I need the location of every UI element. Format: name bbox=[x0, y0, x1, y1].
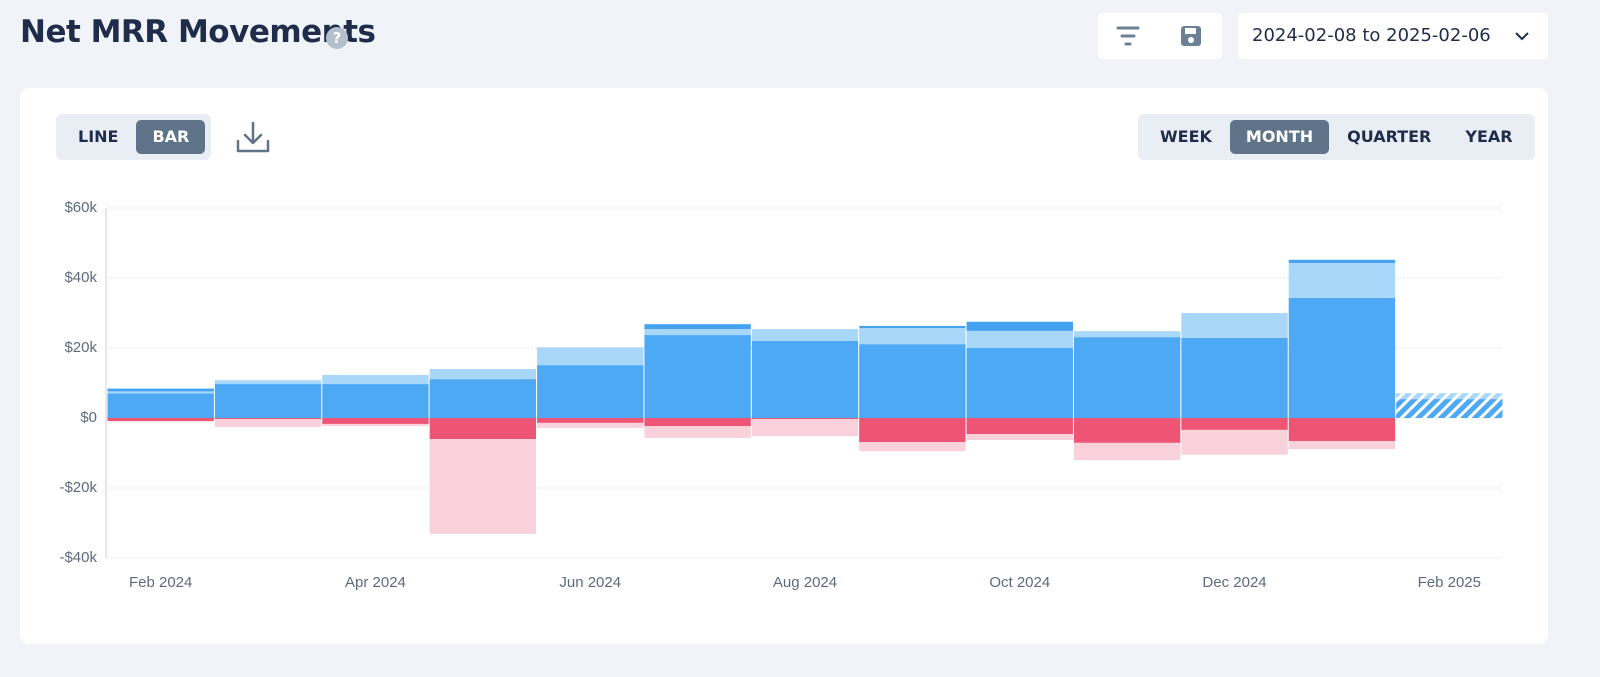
save-button[interactable] bbox=[1181, 26, 1201, 46]
bar-segment bbox=[644, 418, 751, 427]
toolbar-icons bbox=[1116, 26, 1201, 46]
bar-segment bbox=[966, 434, 1073, 441]
icon-toolbar bbox=[1098, 13, 1222, 59]
y-tick-label: $40k bbox=[64, 269, 97, 286]
bar-segment bbox=[1288, 441, 1396, 450]
date-range: 2024-02-08 to 2025-02-06 bbox=[1252, 25, 1491, 46]
chevron bbox=[1515, 32, 1529, 41]
bar-segment bbox=[537, 365, 644, 418]
interval-month[interactable]: MONTH bbox=[1229, 120, 1330, 154]
bar-segment bbox=[1073, 331, 1181, 338]
bar-segment bbox=[429, 418, 537, 439]
bar-segment bbox=[1181, 337, 1288, 418]
bar-segment bbox=[429, 379, 537, 418]
chart-type-toggle: LINE BAR bbox=[56, 114, 212, 160]
x-tick-label: Jun 2024 bbox=[559, 574, 621, 591]
bar-segment bbox=[1073, 442, 1181, 460]
bar-segment bbox=[107, 418, 214, 422]
x-tick-label: Dec 2024 bbox=[1202, 574, 1266, 591]
x-tick-label: Apr 2024 bbox=[345, 574, 406, 591]
interval-quarter[interactable]: QUARTER bbox=[1347, 127, 1432, 146]
bar-segment bbox=[429, 369, 537, 380]
y-tick-label: $20k bbox=[64, 339, 97, 356]
x-tick-label: Feb 2025 bbox=[1418, 574, 1481, 591]
bar-segment bbox=[1288, 262, 1396, 298]
bar-segment bbox=[214, 419, 322, 428]
bar-segment bbox=[537, 422, 644, 428]
page-title: Net MRR Movements bbox=[20, 14, 376, 50]
help-icon[interactable]: ? bbox=[326, 27, 348, 49]
y-tick-label: $0 bbox=[80, 409, 97, 426]
bar-segment bbox=[1073, 418, 1181, 443]
bar-segment bbox=[1288, 297, 1396, 418]
y-tick-label: -$40k bbox=[59, 549, 97, 566]
bar-segment bbox=[214, 380, 322, 385]
bar-segment bbox=[966, 348, 1073, 418]
x-tick-label: Aug 2024 bbox=[773, 574, 837, 591]
bar-segment bbox=[859, 442, 966, 452]
download-button[interactable] bbox=[234, 120, 274, 156]
bar-segment bbox=[1288, 418, 1396, 442]
x-tick-label: Oct 2024 bbox=[989, 574, 1050, 591]
bar-segment bbox=[644, 426, 751, 438]
bar-segment bbox=[322, 374, 429, 385]
toggle-bar[interactable]: BAR bbox=[136, 120, 206, 154]
toggle-line[interactable]: LINE bbox=[78, 127, 119, 146]
bar-segment bbox=[644, 329, 751, 336]
interval-week[interactable]: WEEK bbox=[1160, 127, 1212, 146]
bar-segment bbox=[966, 321, 1073, 331]
bar-segment bbox=[1181, 313, 1288, 338]
bar-segment bbox=[644, 324, 751, 330]
date-range-picker[interactable]: 2024-02-08 to 2025-02-06 bbox=[1238, 13, 1548, 59]
bar-segment bbox=[322, 384, 429, 418]
bar-segment bbox=[751, 341, 859, 418]
bar-segment bbox=[1181, 418, 1288, 430]
bar-segment bbox=[644, 335, 751, 418]
bar-segment bbox=[107, 393, 214, 418]
bar-segment bbox=[751, 329, 859, 341]
bar-segment bbox=[1073, 337, 1181, 418]
bar-segment bbox=[1396, 399, 1503, 418]
filter-button[interactable] bbox=[1116, 26, 1140, 46]
bar-segment bbox=[966, 330, 1073, 348]
interval-year[interactable]: YEAR bbox=[1465, 127, 1513, 146]
bar-segment bbox=[966, 418, 1073, 435]
bar-segment bbox=[859, 344, 966, 418]
bar-segment bbox=[107, 388, 214, 392]
bar-segment bbox=[1396, 393, 1503, 400]
bar-segment bbox=[214, 384, 322, 418]
bar-segment bbox=[1288, 259, 1396, 263]
bar-segment bbox=[429, 439, 537, 534]
x-tick-label: Feb 2024 bbox=[129, 574, 192, 591]
bar-segment bbox=[214, 418, 322, 420]
bar-segment bbox=[322, 418, 429, 424]
bar-segment bbox=[537, 347, 644, 366]
bar-segment bbox=[537, 418, 644, 423]
bar-segment bbox=[322, 423, 429, 427]
y-tick-label: $60k bbox=[64, 199, 97, 216]
interval-toggle: WEEK MONTH QUARTER YEAR bbox=[1138, 114, 1535, 160]
bar-segment bbox=[859, 418, 966, 443]
bar-segment bbox=[859, 325, 966, 329]
y-tick-label: -$20k bbox=[59, 479, 97, 496]
bar-segment bbox=[859, 328, 966, 345]
bar-segment bbox=[751, 419, 859, 437]
bar-segment bbox=[751, 418, 859, 420]
bar-segment bbox=[107, 391, 214, 394]
bar-segment bbox=[1181, 429, 1288, 455]
